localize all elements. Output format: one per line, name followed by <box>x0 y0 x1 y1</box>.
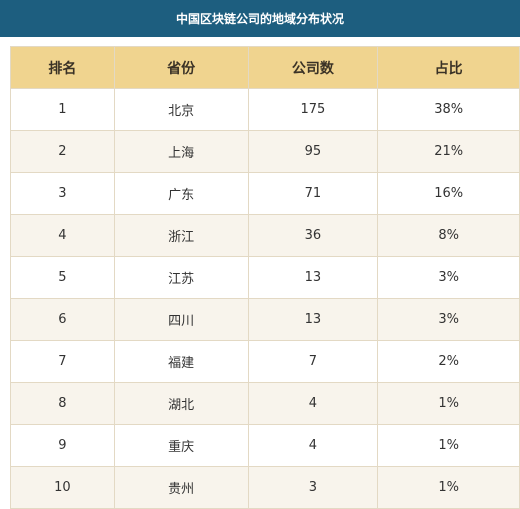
table-cell: 7 <box>247 340 379 383</box>
table-cell: 4 <box>247 424 379 467</box>
table-cell: 6 <box>10 298 115 341</box>
table-cell: 浙江 <box>113 214 249 257</box>
table-cell: 福建 <box>113 340 249 383</box>
table-row: 10 贵州 3 1% <box>10 466 520 509</box>
page-title: 中国区块链公司的地域分布状况 <box>0 0 520 37</box>
table-row: 2 上海 95 21% <box>10 130 520 173</box>
table-cell: 2% <box>377 340 520 383</box>
table-cell: 71 <box>247 172 379 215</box>
data-table: 排名 省份 公司数 占比 1 北京 175 38% 2 上海 95 21% 3 广东 71 16% 4 浙… <box>10 46 520 509</box>
table-header-row: 排名 省份 公司数 占比 <box>10 46 520 89</box>
table-cell: 8 <box>10 382 115 425</box>
table-cell: 3 <box>10 172 115 215</box>
table-cell: 重庆 <box>113 424 249 467</box>
table-cell: 湖北 <box>113 382 249 425</box>
table-cell: 175 <box>247 88 379 131</box>
table-cell: 5 <box>10 256 115 299</box>
table-cell: 4 <box>247 382 379 425</box>
column-header: 排名 <box>10 46 115 89</box>
table-cell: 7 <box>10 340 115 383</box>
table-cell: 13 <box>247 298 379 341</box>
table-row: 7 福建 7 2% <box>10 340 520 383</box>
table-cell: 38% <box>377 88 520 131</box>
table-cell: 1% <box>377 424 520 467</box>
table-cell: 3% <box>377 298 520 341</box>
table-cell: 36 <box>247 214 379 257</box>
table-row: 9 重庆 4 1% <box>10 424 520 467</box>
table-row: 1 北京 175 38% <box>10 88 520 131</box>
table-row: 3 广东 71 16% <box>10 172 520 215</box>
table-cell: 1% <box>377 466 520 509</box>
column-header: 省份 <box>113 46 249 89</box>
column-header: 占比 <box>377 46 520 89</box>
table-cell: 1 <box>10 88 115 131</box>
table-cell: 2 <box>10 130 115 173</box>
table-cell: 16% <box>377 172 520 215</box>
table-cell: 贵州 <box>113 466 249 509</box>
table-cell: 3 <box>247 466 379 509</box>
table-cell: 3% <box>377 256 520 299</box>
table-row: 4 浙江 36 8% <box>10 214 520 257</box>
table-cell: 10 <box>10 466 115 509</box>
table-cell: 9 <box>10 424 115 467</box>
table-cell: 1% <box>377 382 520 425</box>
table-cell: 21% <box>377 130 520 173</box>
table-cell: 江苏 <box>113 256 249 299</box>
table-row: 6 四川 13 3% <box>10 298 520 341</box>
column-header: 公司数 <box>247 46 379 89</box>
table-cell: 8% <box>377 214 520 257</box>
table-cell: 95 <box>247 130 379 173</box>
table-row: 5 江苏 13 3% <box>10 256 520 299</box>
table-cell: 4 <box>10 214 115 257</box>
table-cell: 广东 <box>113 172 249 215</box>
table-cell: 13 <box>247 256 379 299</box>
table-cell: 上海 <box>113 130 249 173</box>
table-row: 8 湖北 4 1% <box>10 382 520 425</box>
table-body: 1 北京 175 38% 2 上海 95 21% 3 广东 71 16% 4 浙江 36 8% 5 江苏 13 3% 6… <box>10 88 520 509</box>
table-cell: 四川 <box>113 298 249 341</box>
table-cell: 北京 <box>113 88 249 131</box>
